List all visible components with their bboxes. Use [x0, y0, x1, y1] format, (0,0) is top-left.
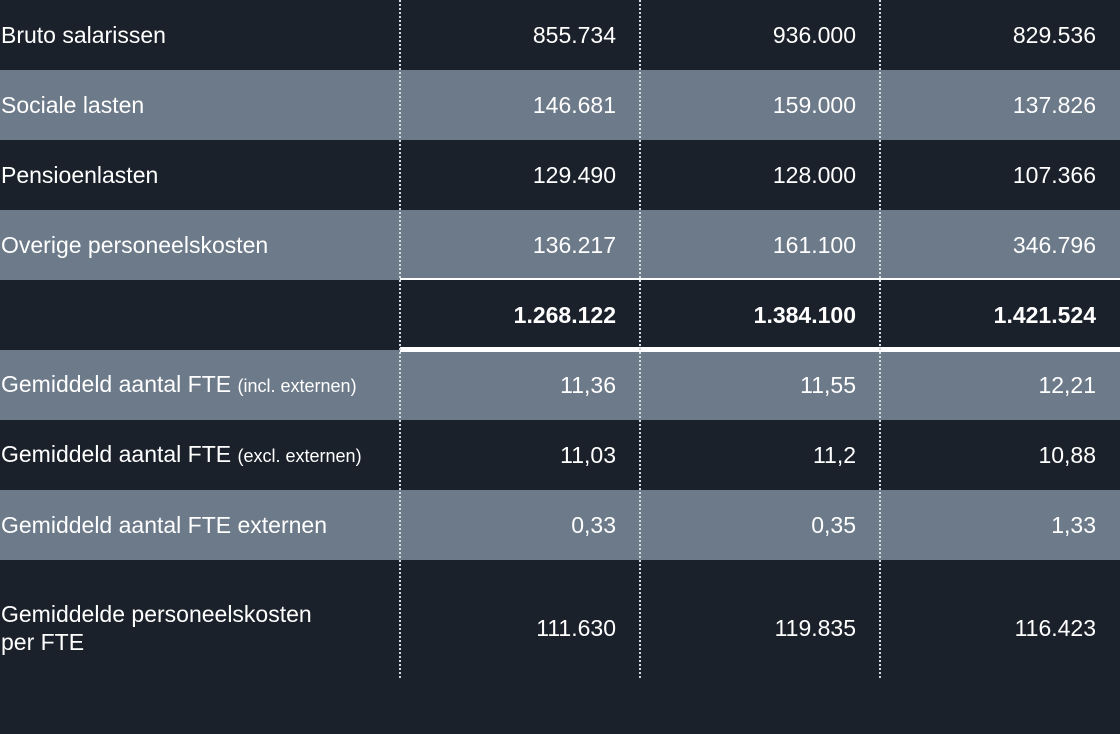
- row-label: Sociale lasten: [1, 92, 145, 118]
- table-row: Gemiddeld aantal FTE externen 0,33 0,35 …: [0, 490, 1120, 560]
- table-row: Sociale lasten 146.681 159.000 137.826: [0, 70, 1120, 140]
- value-cell: 829.536: [1012, 21, 1096, 48]
- total-value-cell: 1.384.100: [753, 301, 856, 328]
- value-cell: 11,36: [560, 371, 616, 398]
- value-cell: 855.734: [532, 21, 616, 48]
- value-cell: 111.630: [536, 614, 616, 641]
- total-value-cell: 1.421.524: [993, 301, 1096, 328]
- table-row: Gemiddeld aantal FTE (excl. externen) 11…: [0, 420, 1120, 490]
- value-cell: 12,21: [1038, 371, 1096, 398]
- row-label: Gemiddeld aantal FTE externen: [1, 512, 328, 538]
- row-label-note: (incl. externen): [237, 376, 357, 396]
- value-cell: 0,35: [811, 511, 856, 538]
- row-label: Gemiddelde personeelskosten per FTE: [1, 601, 312, 655]
- column-divider: [879, 0, 881, 678]
- value-cell: 1,33: [1051, 511, 1096, 538]
- value-cell: 11,2: [812, 441, 856, 468]
- value-cell: 146.681: [532, 91, 616, 118]
- value-cell: 137.826: [1012, 91, 1096, 118]
- row-label: Bruto salarissen: [1, 22, 166, 48]
- value-cell: 0,33: [571, 511, 616, 538]
- row-label-note: (excl. externen): [237, 446, 362, 466]
- table-row: Gemiddeld aantal FTE (incl. externen) 11…: [0, 350, 1120, 420]
- value-cell: 116.423: [1014, 614, 1096, 641]
- row-label: Overige personeelskosten: [1, 232, 269, 258]
- value-cell: 119.835: [774, 614, 856, 641]
- table-row: Overige personeelskosten 136.217 161.100…: [0, 210, 1120, 280]
- value-cell: 129.490: [532, 161, 616, 188]
- column-divider: [639, 0, 641, 678]
- row-label: Gemiddeld aantal FTE (excl. externen): [1, 441, 362, 467]
- total-top-rule: [400, 278, 1120, 280]
- total-value-cell: 1.268.122: [513, 301, 616, 328]
- value-cell: 159.000: [772, 91, 856, 118]
- total-row: 1.268.122 1.384.100 1.421.524: [0, 280, 1120, 350]
- row-label: Pensioenlasten: [1, 162, 159, 188]
- value-cell: 346.796: [1012, 231, 1096, 258]
- value-cell: 136.217: [532, 231, 616, 258]
- row-label: Gemiddeld aantal FTE (incl. externen): [1, 371, 357, 397]
- value-cell: 128.000: [772, 161, 856, 188]
- column-divider: [399, 0, 401, 678]
- table-row: Pensioenlasten 129.490 128.000 107.366: [0, 140, 1120, 210]
- table-row: Bruto salarissen 855.734 936.000 829.536: [0, 0, 1120, 70]
- value-cell: 11,03: [560, 441, 616, 468]
- total-bottom-rule: [400, 347, 1120, 352]
- table-row: Gemiddelde personeelskosten per FTE 111.…: [0, 560, 1120, 696]
- value-cell: 936.000: [772, 21, 856, 48]
- value-cell: 161.100: [772, 231, 856, 258]
- value-cell: 107.366: [1012, 161, 1096, 188]
- value-cell: 11,55: [800, 371, 856, 398]
- value-cell: 10,88: [1038, 441, 1096, 468]
